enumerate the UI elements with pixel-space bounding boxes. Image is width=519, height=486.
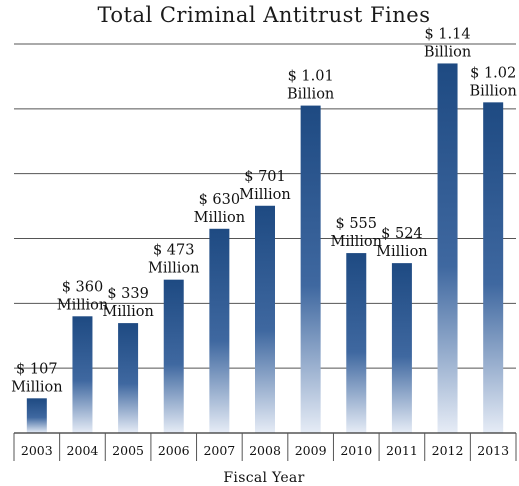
bar-value-amount: $ 360: [62, 279, 104, 295]
bar: [255, 205, 275, 433]
x-tick-label: 2005: [112, 443, 144, 458]
bar: [300, 105, 321, 433]
bars: [26, 63, 504, 433]
bar: [346, 253, 367, 433]
x-tick-label: 2013: [477, 443, 509, 458]
bar: [72, 316, 93, 433]
bar-value-unit: Million: [194, 210, 245, 226]
bar-value-unit: Million: [148, 261, 199, 277]
x-tick-label: 2012: [432, 443, 464, 458]
x-tick-label: 2010: [340, 443, 372, 458]
bar-value-unit: Billion: [470, 83, 517, 99]
bar-value-amount: $ 107: [16, 361, 58, 377]
bar: [391, 263, 412, 433]
bar-value-unit: Million: [11, 379, 62, 395]
bar-value-amount: $ 1.14: [424, 26, 470, 42]
bar-value-amount: $ 473: [153, 243, 195, 259]
bar-value-amount: $ 339: [107, 286, 149, 302]
bar-value-amount: $ 1.01: [288, 69, 334, 85]
x-tick-label: 2007: [203, 443, 235, 458]
bar: [437, 63, 458, 433]
x-tick-label: 2011: [386, 443, 418, 458]
bar: [118, 323, 139, 433]
bar-value-amount: $ 524: [381, 226, 423, 242]
bar: [163, 279, 184, 433]
x-tick-label: 2009: [295, 443, 327, 458]
x-axis-title: Fiscal Year: [223, 470, 304, 486]
bar-value-amount: $ 701: [244, 169, 286, 185]
bar: [209, 228, 230, 433]
bar-value-unit: Million: [331, 234, 382, 250]
bar-value-amount: $ 1.02: [470, 65, 516, 81]
x-axis: 2003 2004 2005 2006 2007 2008 2009 2010 2011 2012…: [13, 432, 517, 461]
chart-title: Total Criminal Antitrust Fines: [97, 3, 430, 27]
bar-value-unit: Million: [102, 304, 153, 320]
bar-value-unit: Million: [239, 187, 290, 203]
bar: [483, 102, 504, 433]
bar-value-amount: $ 630: [199, 192, 241, 208]
bar-value-unit: Million: [57, 297, 108, 313]
x-tick-label: 2006: [158, 443, 190, 458]
bar: [26, 398, 47, 433]
bar-value-unit: Million: [376, 244, 427, 260]
x-tick-label: 2003: [21, 443, 53, 458]
bar-value-unit: Billion: [287, 87, 334, 103]
x-tick-label: 2004: [67, 443, 99, 458]
bar-value-unit: Billion: [424, 44, 471, 60]
bar-value-amount: $ 555: [336, 216, 378, 232]
x-tick-label: 2008: [249, 443, 281, 458]
